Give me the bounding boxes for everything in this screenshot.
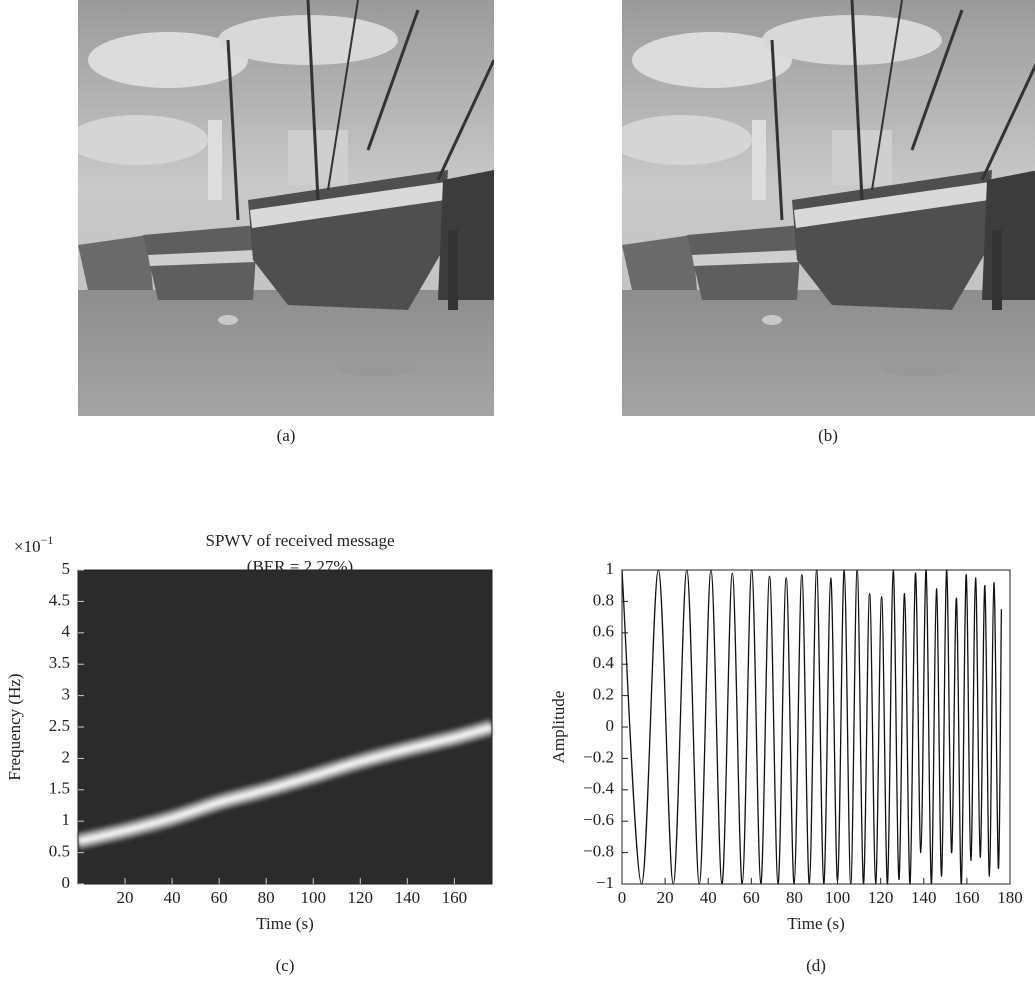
y-tick-label: −0.4: [583, 779, 614, 798]
x-axis-label: Time (s): [256, 914, 313, 933]
y-tick-label: 0.5: [49, 842, 70, 861]
caption: (c): [276, 956, 295, 975]
y-tick-label: −0.6: [583, 810, 614, 829]
x-tick-label: 100: [825, 888, 851, 907]
x-tick-label: 60: [743, 888, 760, 907]
y-tick-label: 2: [62, 747, 71, 766]
y-tick-label: 2.5: [49, 716, 70, 735]
y-tick-label: 5: [62, 559, 71, 578]
y-axis-label: Amplitude: [549, 691, 568, 764]
y-tick-label: 1: [62, 810, 71, 829]
x-tick-label: 160: [442, 888, 468, 907]
x-tick-label: 0: [618, 888, 627, 907]
x-tick-label: 20: [117, 888, 134, 907]
plot-area: [78, 570, 492, 884]
x-tick-label: 40: [700, 888, 717, 907]
y-tick-label: 0.2: [593, 685, 614, 704]
y-tick-label: −1: [596, 873, 614, 892]
x-tick-label: 60: [211, 888, 228, 907]
y-tick-label: 0: [606, 716, 615, 735]
x-tick-label: 80: [258, 888, 275, 907]
y-tick-label: −0.8: [583, 842, 614, 861]
photo-a: [78, 0, 494, 416]
caption: (d): [806, 956, 826, 975]
caption: (a): [277, 426, 296, 445]
y-tick-label: 1.5: [49, 779, 70, 798]
x-tick-label: 140: [911, 888, 937, 907]
x-tick-label: 160: [954, 888, 980, 907]
caption: (b): [818, 426, 838, 445]
x-tick-label: 180: [997, 888, 1023, 907]
x-tick-label: 120: [348, 888, 374, 907]
x-tick-label: 120: [868, 888, 894, 907]
x-tick-label: 140: [395, 888, 421, 907]
y-tick-label: 0.6: [593, 622, 614, 641]
y-tick-label: 0: [62, 873, 71, 892]
multiplier-base: ×10: [14, 537, 41, 556]
y-tick-label: 0.8: [593, 590, 614, 609]
x-tick-label: 100: [300, 888, 326, 907]
x-tick-label: 80: [786, 888, 803, 907]
signal-line: [621, 569, 1003, 885]
y-tick-label: 4: [62, 622, 71, 641]
y-tick-label: 3: [62, 685, 71, 704]
chart-title: SPWV of received message: [206, 531, 395, 550]
y-axis-label: Frequency (Hz): [5, 673, 24, 780]
multiplier-exponent: −1: [41, 533, 54, 547]
y-tick-label: 4.5: [49, 590, 70, 609]
ridge: [77, 723, 493, 845]
axis-multiplier: ×10−1: [14, 533, 53, 556]
x-tick-label: 40: [164, 888, 181, 907]
y-tick-label: −0.2: [583, 747, 614, 766]
photo-b: [622, 0, 1035, 416]
x-axis-label: Time (s): [787, 914, 844, 933]
y-tick-label: 0.4: [593, 653, 615, 672]
x-tick-label: 20: [657, 888, 674, 907]
y-tick-label: 3.5: [49, 653, 70, 672]
y-tick-label: 1: [606, 559, 615, 578]
